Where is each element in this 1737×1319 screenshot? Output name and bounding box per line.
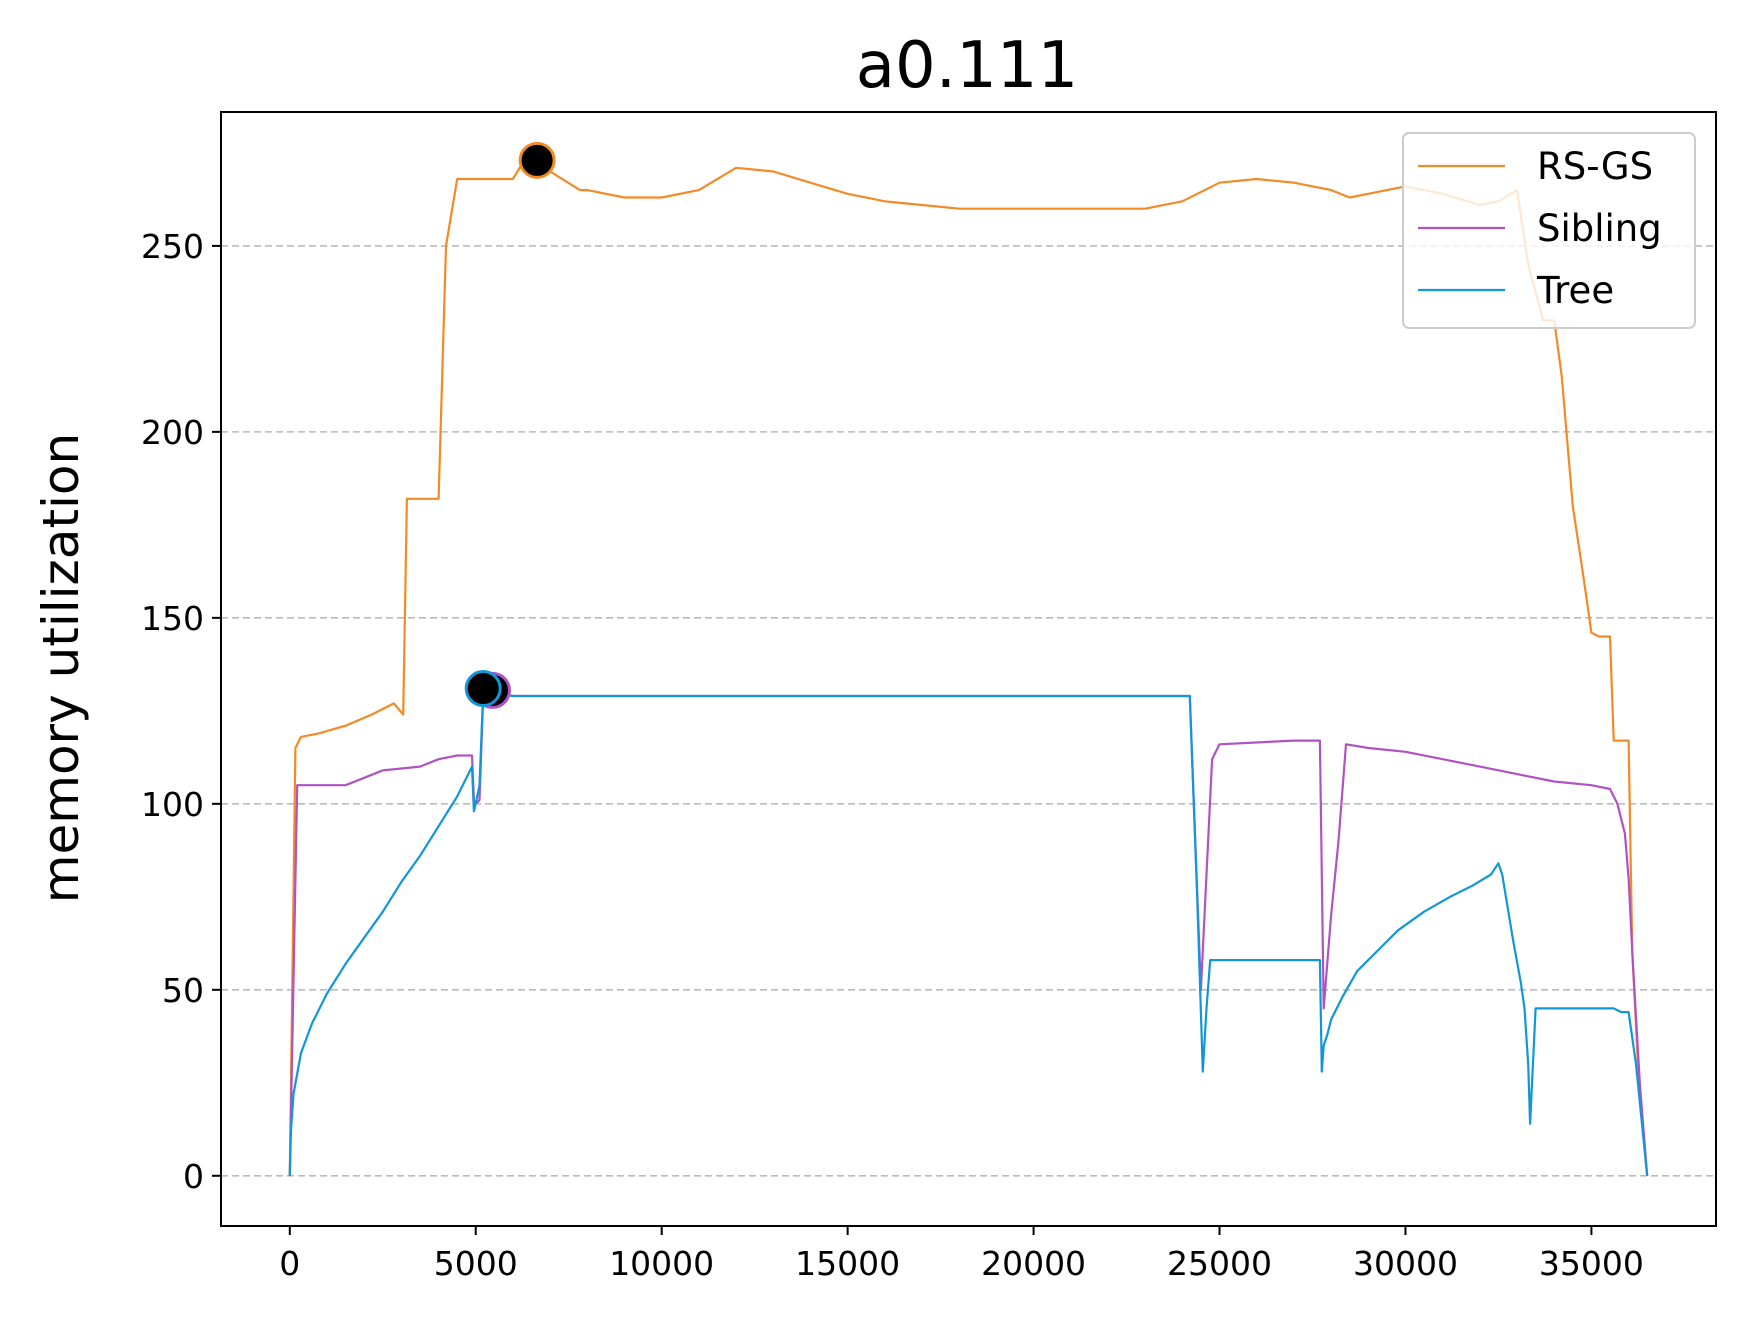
legend-label-sibling: Sibling (1537, 207, 1662, 250)
series-line-tree (288, 691, 1649, 1176)
peak-marker-rs-gs (518, 141, 556, 179)
y-axis: 0 50 100 150 200 250 (141, 227, 221, 1196)
x-tick-label: 20000 (981, 1244, 1086, 1283)
y-tick-label: 200 (141, 413, 204, 452)
series-line-rs-gs (288, 159, 1649, 1176)
x-tick-label: 25000 (1167, 1244, 1272, 1283)
y-axis-label: memory utilization (32, 433, 90, 903)
legend-box (1402, 132, 1696, 329)
peak-marker-tree (464, 670, 502, 708)
series-line-sibling (288, 691, 1649, 1176)
legend-label-rs-gs: RS-GS (1537, 145, 1653, 188)
x-tick-label: 15000 (795, 1244, 900, 1283)
y-tick-label: 150 (141, 599, 204, 638)
x-tick-label: 35000 (1539, 1244, 1644, 1283)
y-tick-label: 100 (141, 785, 204, 824)
x-tick-label: 10000 (609, 1244, 714, 1283)
legend: RS-GS Sibling Tree (1402, 132, 1696, 329)
series-lines (288, 159, 1649, 1176)
chart-title: a0.111 (856, 29, 1078, 103)
legend-label-tree: Tree (1536, 269, 1614, 312)
plot-frame (220, 111, 1717, 1227)
y-tick-label: 250 (141, 227, 204, 266)
y-tick-label: 50 (162, 971, 204, 1010)
y-tick-label: 0 (183, 1157, 204, 1196)
x-tick-label: 0 (279, 1244, 300, 1283)
x-tick-label: 30000 (1353, 1244, 1458, 1283)
peak-markers (464, 141, 556, 709)
x-tick-label: 5000 (434, 1244, 518, 1283)
x-axis: 0 5000 10000 15000 20000 25000 30000 35000 (279, 1226, 1644, 1283)
